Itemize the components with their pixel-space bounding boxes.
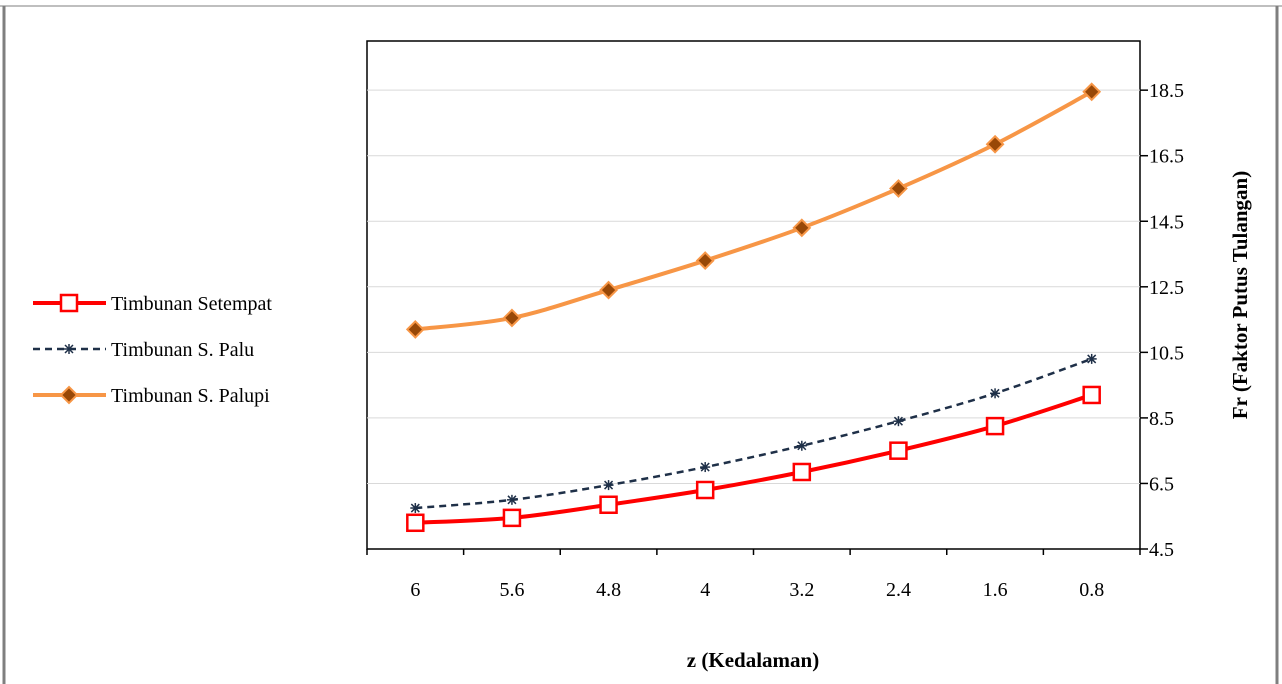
series-line [415,357,1093,510]
data-point-diamond [695,251,715,271]
data-point-asterisk [1086,353,1097,364]
y-axis-title: Fr (Faktor Putus Tulangan) [1228,171,1252,419]
legend: Timbunan Setempat Timbunan S. Palu Timbuna… [33,293,272,407]
y-tick-label: 14.5 [1149,211,1184,233]
data-point-asterisk [603,480,614,491]
data-point-asterisk [700,462,711,473]
data-point-square [502,508,522,528]
series-timbunan-s-palu [410,353,1097,514]
data-point-diamond [792,218,812,238]
series-timbunan-s-palupi [405,82,1102,339]
data-point-diamond [599,280,618,300]
data-point-asterisk [990,388,1001,399]
x-tick-label: 5.6 [499,579,524,601]
x-tick-label: 3.2 [789,579,814,601]
y-tick-label: 6.5 [1149,473,1174,495]
x-tick-label: 0.8 [1079,579,1104,601]
y-tick-label: 16.5 [1149,146,1184,168]
data-point-square [889,441,908,460]
data-point-square [59,293,79,313]
y-tick-label: 8.5 [1149,408,1174,430]
data-point-diamond [985,134,1005,154]
data-point-diamond [1082,82,1102,102]
series-line [415,90,1093,332]
plot-area [366,40,1141,550]
x-tick-label: 1.6 [983,579,1008,601]
data-point-asterisk [893,416,904,427]
legend-entry: Timbunan Setempat [33,293,272,315]
data-point-asterisk [506,494,517,505]
data-point-asterisk [410,503,421,514]
series-layer [405,82,1102,533]
data-point-diamond [889,179,908,198]
x-tick-label: 6 [410,579,420,601]
x-axis-title: z (Kedalaman) [687,648,819,672]
legend-label: Timbunan S. Palu [111,339,254,361]
legend-entry: Timbunan S. Palupi [33,385,270,407]
y-tick-label: 18.5 [1149,80,1184,102]
data-point-asterisk [64,344,74,354]
y-tick-label: 10.5 [1149,342,1184,364]
x-tick-label: 4 [700,579,710,601]
figure-border [0,5,1282,684]
data-point-square [792,462,812,482]
data-point-square [599,495,618,515]
legend-entry: Timbunan S. Palu [33,339,254,361]
axes: 4.5 6.5 8.5 10.5 12.5 14.5 16.5 18.5 6 5.6 4.8 4 3.2… [366,80,1184,601]
data-point-diamond [405,319,425,339]
gridlines [367,89,1140,484]
data-point-square [985,416,1005,436]
x-tick-label: 2.4 [886,579,911,601]
x-tick-label: 4.8 [596,579,621,601]
legend-label: Timbunan S. Palupi [111,385,270,407]
data-point-square [1082,385,1101,405]
legend-label: Timbunan Setempat [111,293,272,315]
y-tick-label: 4.5 [1149,539,1174,561]
data-point-diamond [59,385,79,405]
data-point-asterisk [796,440,807,451]
data-point-square [406,513,425,533]
y-tick-label: 12.5 [1149,277,1184,299]
series-timbunan-setempat [406,385,1101,533]
data-point-diamond [502,308,522,328]
data-point-square [695,480,715,500]
